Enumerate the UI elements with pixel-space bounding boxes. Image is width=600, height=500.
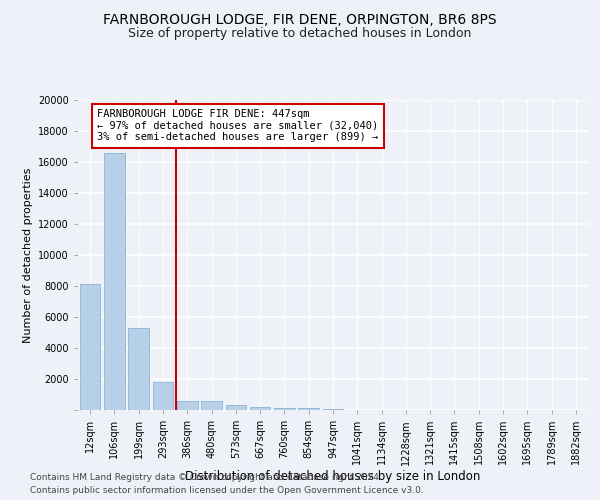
Bar — [177, 400, 197, 410]
Text: Contains HM Land Registry data © Crown copyright and database right 2024.: Contains HM Land Registry data © Crown c… — [30, 474, 382, 482]
Bar — [298, 408, 319, 410]
Text: Size of property relative to detached houses in London: Size of property relative to detached ho… — [128, 28, 472, 40]
X-axis label: Distribution of detached houses by size in London: Distribution of detached houses by size … — [185, 470, 481, 483]
Bar — [128, 328, 149, 410]
Bar — [104, 152, 125, 410]
Y-axis label: Number of detached properties: Number of detached properties — [23, 168, 32, 342]
Text: FARNBOROUGH LODGE, FIR DENE, ORPINGTON, BR6 8PS: FARNBOROUGH LODGE, FIR DENE, ORPINGTON, … — [103, 12, 497, 26]
Bar — [152, 382, 173, 410]
Bar — [323, 409, 343, 410]
Bar — [250, 407, 271, 410]
Bar — [80, 284, 100, 410]
Text: Contains public sector information licensed under the Open Government Licence v3: Contains public sector information licen… — [30, 486, 424, 495]
Bar — [274, 408, 295, 410]
Text: FARNBOROUGH LODGE FIR DENE: 447sqm
← 97% of detached houses are smaller (32,040): FARNBOROUGH LODGE FIR DENE: 447sqm ← 97%… — [97, 110, 379, 142]
Bar — [201, 402, 222, 410]
Bar — [226, 406, 246, 410]
